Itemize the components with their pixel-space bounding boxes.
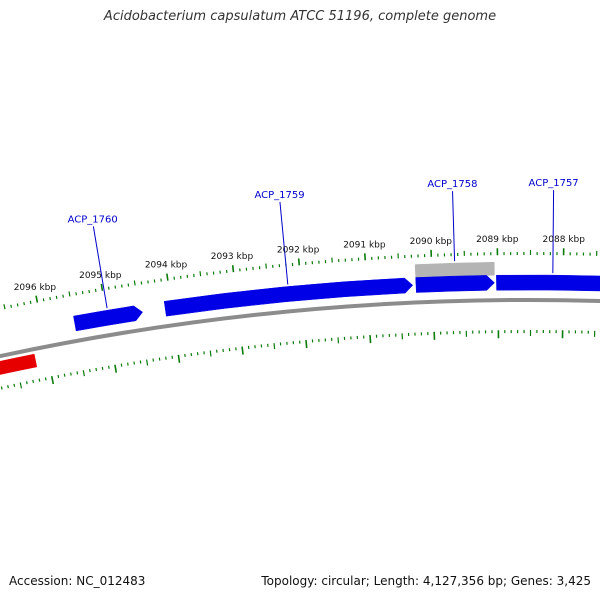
inner-tick [35,295,39,303]
outer-tick [114,364,118,373]
outer-tick [209,350,212,357]
gene-label[interactable]: ACP_1760 [68,214,118,225]
outer-tick [25,381,28,385]
inner-tick [199,271,202,277]
gene-feature[interactable] [73,305,143,332]
outer-tick [369,335,372,344]
outer-tick [63,373,66,377]
inner-tick [133,280,136,286]
outer-tick [0,386,3,390]
inner-tick-track [3,248,598,310]
outer-tick [82,370,85,377]
gene-label-leader [552,190,555,274]
tick-label: 2091 kbp [343,240,386,250]
outer-tick-track [0,329,596,390]
outer-tick [50,376,55,385]
inner-tick [16,303,19,307]
inner-tick [3,304,6,310]
outer-tick [108,365,110,369]
outer-tick [177,354,181,363]
outer-tick [95,367,98,372]
tick-label: 2089 kbp [476,235,519,245]
tick-label: 2094 kbp [145,261,188,271]
tick-label: 2095 kbp [79,271,122,281]
outer-tick [57,374,60,379]
inner-tick [62,294,64,298]
gene-label-leader [279,201,289,285]
inner-tick [166,273,169,281]
outer-tick [101,366,104,370]
gene-feature[interactable] [496,274,600,292]
outer-tick [305,339,308,349]
gene-label[interactable]: ACP_1757 [529,178,579,189]
inner-tick [49,297,51,301]
gene-label[interactable]: ACP_1759 [254,190,304,201]
tick-labels: 2096 kbp 2095 kbp 2094 kbp 2093 kbp 2092 kbp… [14,235,586,293]
inner-tick [29,300,32,304]
tick-label: 2096 kbp [14,283,57,293]
outer-tick [76,371,79,375]
outer-tick [13,383,16,387]
inner-tick [94,288,97,292]
outer-tick [241,346,244,355]
gene-features [0,261,600,376]
inner-tick [100,283,104,291]
inner-tick [55,295,58,299]
gene-feature[interactable] [0,353,38,376]
tick-label: 2092 kbp [277,245,320,255]
gene-label-leader [92,226,108,309]
inner-tick [23,302,26,306]
inner-tick [81,291,84,295]
tick-label: 2088 kbp [543,235,586,245]
gene-label[interactable]: ACP_1758 [427,179,477,190]
inner-tick [265,263,267,269]
gene-feature[interactable] [163,277,414,317]
inner-tick [88,289,91,294]
genome-summary-text: Topology: circular; Length: 4,127,356 bp… [261,574,591,588]
gene-labels: ACP_1760 ACP_1759 ACP_1758 ACP_1757 [68,178,579,309]
outer-tick [70,372,72,376]
inner-tick [231,265,235,273]
tick-label: 2090 kbp [410,237,453,247]
accession-text: Accession: NC_012483 [9,574,146,588]
genome-backbone [0,298,600,359]
inner-tick [10,304,13,308]
inner-tick [75,292,78,296]
gene-feature[interactable] [415,275,495,293]
outer-tick [44,377,47,381]
gene-label-leader [452,191,456,262]
map-title: Acidobacterium capsulatum ATCC 51196, co… [103,9,497,24]
inner-tick [297,258,301,266]
outer-tick [146,359,149,366]
outer-tick [19,382,23,389]
inner-tick [68,291,71,297]
outer-tick [273,343,276,350]
inner-tick [42,298,45,302]
outer-tick [38,378,41,382]
outer-tick [89,368,91,373]
outer-tick [7,385,9,389]
outer-tick [32,379,35,383]
tick-label: 2093 kbp [211,252,254,262]
